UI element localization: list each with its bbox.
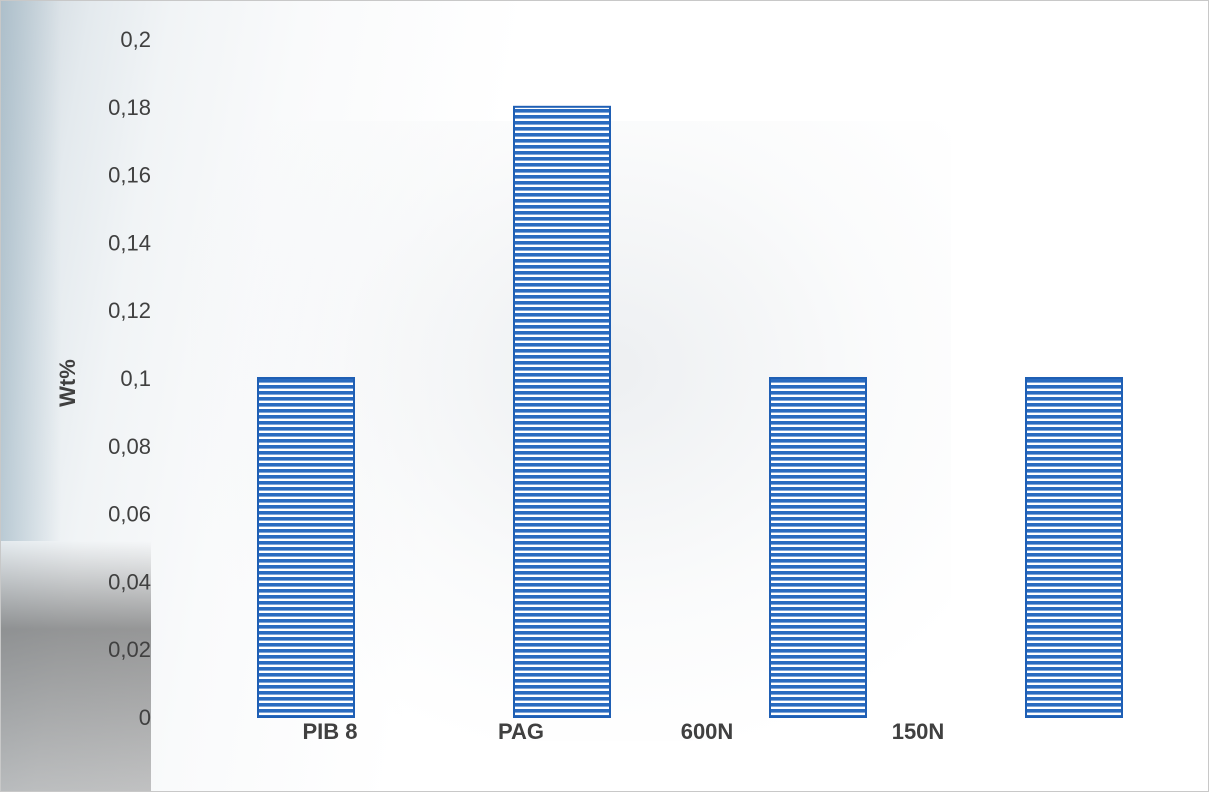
bars <box>257 105 1123 719</box>
bar-pib-8 <box>257 377 355 718</box>
y-tick-label: 0,18 <box>108 95 151 120</box>
category-label: 150N <box>892 719 945 744</box>
y-tick-label: 0,2 <box>120 27 151 52</box>
bar-pag <box>513 105 611 719</box>
bar-600n <box>769 377 867 718</box>
y-tick-label: 0,02 <box>108 637 151 662</box>
y-tick-label: 0,06 <box>108 502 151 527</box>
y-tick-label: 0,08 <box>108 434 151 459</box>
y-tick-label: 0,04 <box>108 569 151 594</box>
category-label: PIB 8 <box>302 719 357 744</box>
category-label: 600N <box>681 719 734 744</box>
y-tick-label: 0,1 <box>120 366 151 391</box>
background-photo-bottom <box>1 541 151 791</box>
y-axis-title: Wt% <box>55 359 80 407</box>
y-tick-label: 0 <box>139 705 151 730</box>
background-photo-left <box>1 1 61 541</box>
y-axis-tick-labels: 0 0,02 0,04 0,06 0,08 0,1 0,12 0,14 0,16 0,18 0,2 <box>108 27 151 730</box>
category-label: PAG <box>498 719 544 744</box>
y-tick-label: 0,16 <box>108 163 151 188</box>
bar-150n <box>1025 377 1123 718</box>
y-tick-label: 0,14 <box>108 230 151 255</box>
category-labels: PIB 8 PAG 600N 150N <box>302 719 944 744</box>
y-tick-label: 0,12 <box>108 298 151 323</box>
